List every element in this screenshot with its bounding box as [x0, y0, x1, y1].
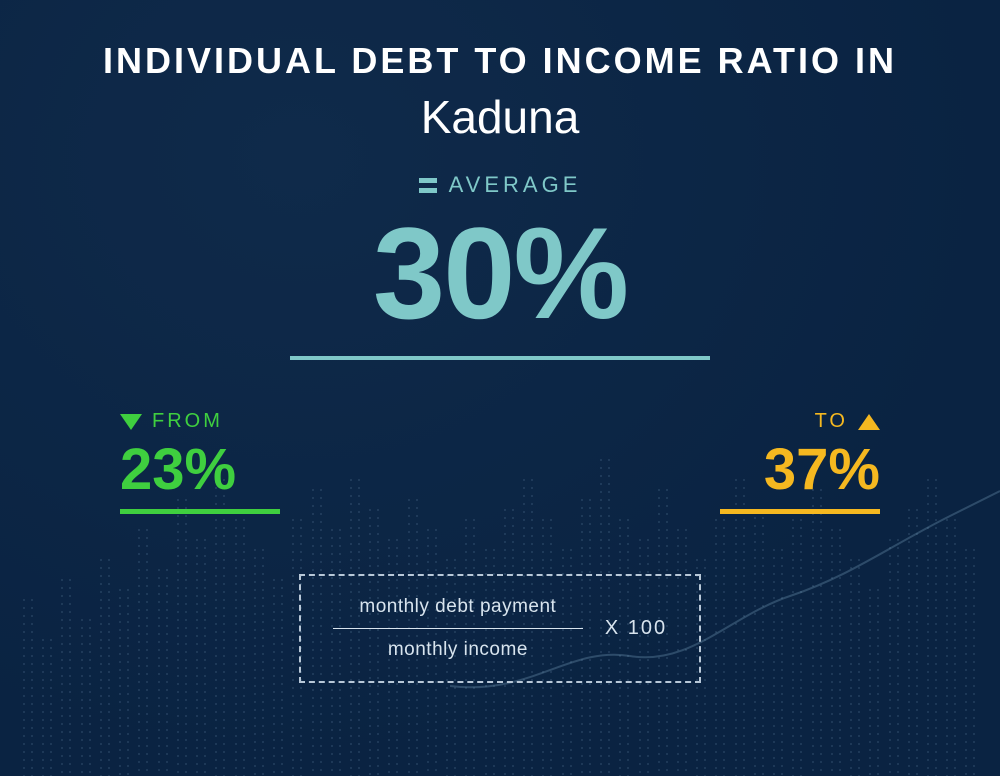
from-label: FROM — [152, 410, 223, 433]
average-label: AVERAGE — [449, 172, 582, 198]
from-block: FROM 23% — [120, 410, 280, 514]
average-label-row: AVERAGE — [419, 172, 582, 198]
triangle-down-icon — [120, 414, 142, 430]
formula-denominator: monthly income — [388, 639, 528, 661]
title-line-1: INDIVIDUAL DEBT TO INCOME RATIO IN — [103, 40, 897, 82]
to-label-row: TO — [720, 410, 880, 433]
formula-divider-line — [333, 628, 583, 629]
to-label: TO — [815, 410, 848, 433]
from-underline — [120, 509, 280, 514]
formula-fraction: monthly debt payment monthly income — [333, 596, 583, 661]
title-line-2: Kaduna — [421, 90, 580, 144]
formula-box: monthly debt payment monthly income X 10… — [299, 574, 701, 683]
from-label-row: FROM — [120, 410, 280, 433]
to-block: TO 37% — [720, 410, 880, 514]
formula-numerator: monthly debt payment — [359, 596, 556, 618]
to-underline — [720, 509, 880, 514]
formula-multiplier: X 100 — [605, 617, 667, 640]
content-wrapper: INDIVIDUAL DEBT TO INCOME RATIO IN Kadun… — [0, 0, 1000, 776]
average-underline — [290, 356, 710, 360]
from-value: 23% — [120, 441, 280, 499]
triangle-up-icon — [858, 414, 880, 430]
to-value: 37% — [720, 441, 880, 499]
average-value: 30% — [373, 208, 627, 338]
equals-icon — [419, 178, 437, 193]
range-row: FROM 23% TO 37% — [120, 410, 880, 514]
